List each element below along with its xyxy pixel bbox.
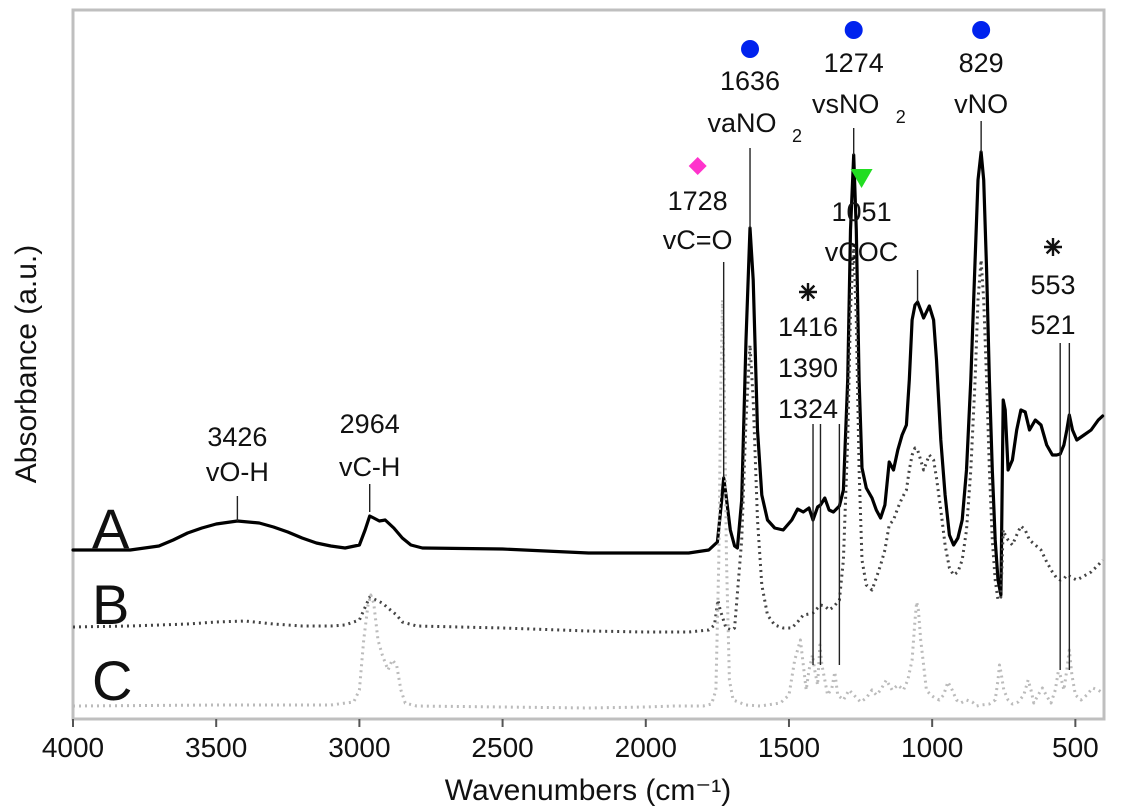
x-tick-label: 1500 [758,732,820,763]
subscript-2: 2 [792,126,802,146]
x-tick-label: 3000 [328,732,390,763]
trace-label-a: A [92,497,130,560]
trace-label-b: B [92,573,129,636]
x-axis-title: Wavenumbers (cm⁻¹) [445,774,731,807]
peak-assignment-1051: vCOC [825,237,899,267]
asterisk-marker-icon [799,283,817,301]
circle-marker-icon [972,21,991,39]
peak-label-1274: 1274 [824,48,884,78]
trace-label-c: C [92,649,132,712]
x-axis: 4000 3500 3000 2500 2000 1500 1000 500 [42,719,1099,763]
peak-label-553: 553 [1030,270,1075,300]
peak-assignment-2964: vC-H [339,452,401,482]
annotation-layer: 3426 vO-H 2964 vC-H 1728 vC=O 1636 vaNO 2 1274 vsN… [206,21,1076,670]
peak-assignment-1274: vsNO [812,89,880,119]
series-a-line [71,150,1105,597]
peak-assignment-3426: vO-H [206,457,269,487]
peak-assignment-1636: vaNO [708,108,777,138]
peak-assignment-829: vNO [954,89,1008,119]
x-tick-label: 500 [1052,732,1099,763]
circle-marker-icon [844,21,863,39]
peak-label-521: 521 [1030,310,1075,340]
peak-assignment-1728: vC=O [663,225,733,255]
x-tick-label: 1000 [901,732,963,763]
triangle-marker-icon [850,169,873,188]
x-tick-label: 2000 [615,732,677,763]
subscript-2: 2 [896,107,906,127]
x-tick-label: 3500 [185,732,247,763]
series-c-line [72,298,1104,710]
circle-marker-icon [741,40,760,58]
trace-labels: ABC [92,497,132,712]
peak-label-1636: 1636 [720,66,780,96]
peak-label-1728: 1728 [668,186,728,216]
peak-label-829: 829 [959,48,1004,78]
plot-frame [71,8,1106,721]
x-tick-label: 4000 [42,732,104,763]
peak-label-1324: 1324 [778,394,838,424]
peak-label-1051: 1051 [832,197,892,227]
x-tick-label: 2500 [471,732,533,763]
diamond-marker-icon [688,157,707,175]
asterisk-marker-icon [1044,238,1062,256]
peak-label-1416: 1416 [778,312,838,342]
peak-label-3426: 3426 [207,422,267,452]
peak-label-1390: 1390 [778,353,838,383]
peak-label-2964: 2964 [340,409,400,439]
series-layer [71,150,1105,710]
y-axis-title: Absorbance (a.u.) [10,245,43,483]
